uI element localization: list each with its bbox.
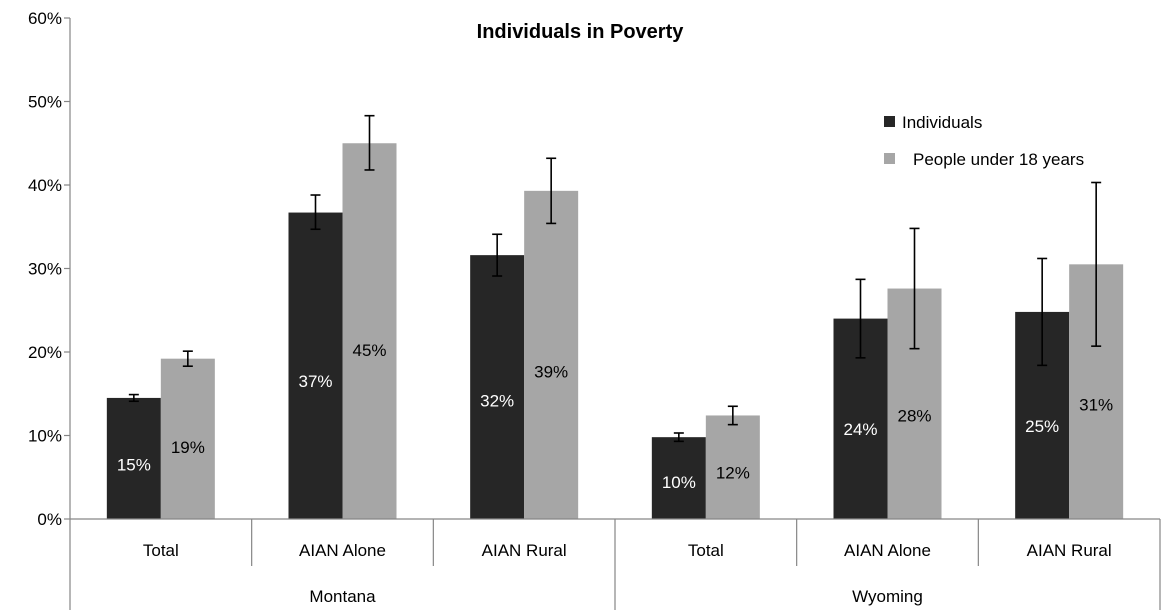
data-label: 37% [298, 372, 332, 391]
bars [106, 143, 1124, 519]
bar [160, 358, 215, 519]
bar [470, 255, 525, 519]
error-bars [128, 114, 1102, 443]
x-axis: Total AIAN Alone AIAN Rural Total AIAN Alone… [70, 518, 1161, 610]
legend-label: People under 18 years [913, 150, 1084, 169]
category-label: AIAN Alone [299, 541, 386, 560]
y-tick-label: 40% [28, 176, 62, 195]
data-label: 39% [534, 362, 568, 381]
bar [288, 212, 343, 519]
bar [651, 437, 706, 519]
y-axis: 0% 10% 20% 30% 40% 50% 60% [28, 9, 71, 610]
y-tick-label: 0% [37, 510, 62, 529]
legend: Individuals People under 18 years [884, 113, 1084, 169]
category-label: Total [688, 541, 724, 560]
data-label: 28% [897, 406, 931, 425]
data-label: 32% [480, 391, 514, 410]
data-label: 15% [117, 456, 151, 475]
y-tick-label: 60% [28, 9, 62, 28]
category-label: AIAN Rural [1027, 541, 1112, 560]
data-label: 10% [662, 473, 696, 492]
data-label: 45% [352, 341, 386, 360]
legend-swatch [884, 116, 895, 127]
y-tick-label: 10% [28, 427, 62, 446]
y-tick-label: 20% [28, 343, 62, 362]
legend-label: Individuals [902, 113, 982, 132]
bar [342, 143, 397, 519]
data-label: 25% [1025, 417, 1059, 436]
y-tick-label: 30% [28, 260, 62, 279]
category-label: AIAN Rural [482, 541, 567, 560]
data-labels: 15% 37% 32% 10% 24% 25% 19% 45% 39% 12% 28% 31% [117, 341, 1113, 492]
category-label: Total [143, 541, 179, 560]
data-label: 12% [716, 463, 750, 482]
data-label: 24% [843, 420, 877, 439]
bar [524, 190, 579, 519]
category-label: AIAN Alone [844, 541, 931, 560]
data-label: 19% [171, 438, 205, 457]
chart-title: Individuals in Poverty [477, 21, 685, 43]
data-label: 31% [1079, 395, 1113, 414]
bar [106, 397, 161, 519]
group-label: Wyoming [852, 587, 923, 606]
y-tick-label: 50% [28, 93, 62, 112]
bar [705, 415, 760, 519]
legend-swatch [884, 153, 895, 164]
group-label: Montana [309, 587, 376, 606]
